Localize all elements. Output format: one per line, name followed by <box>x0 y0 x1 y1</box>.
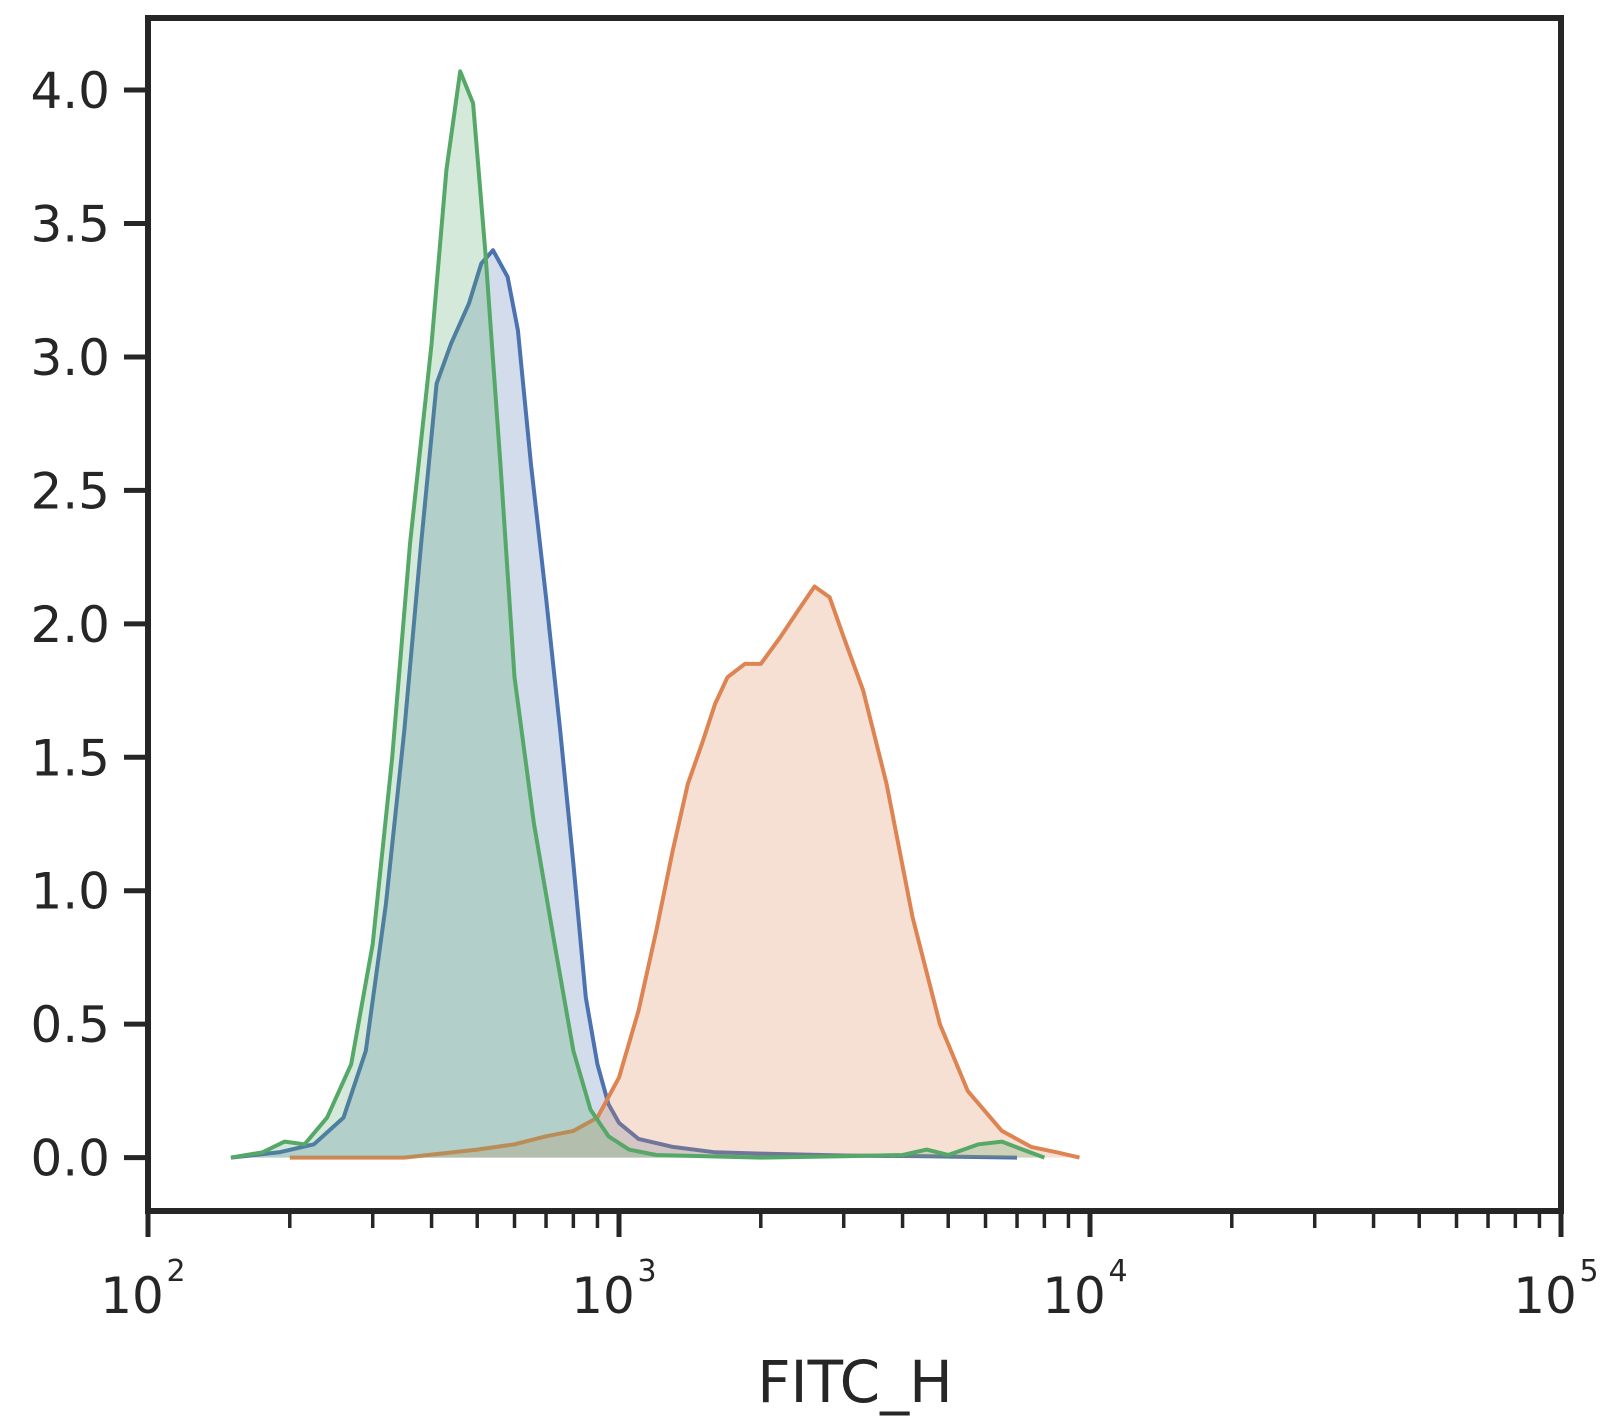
x-axis: 10 2 10 3 10 4 10 5 <box>100 1211 1599 1325</box>
y-tick-label: 2.0 <box>30 596 110 654</box>
plot-frame <box>145 15 1564 1214</box>
y-tick-label: 3.5 <box>30 196 110 254</box>
series-3-area <box>230 71 1045 1158</box>
x-tick-label: 10 <box>100 1267 164 1325</box>
y-tick-label: 3.0 <box>30 329 110 387</box>
x-tick-label: 10 <box>1042 1267 1106 1325</box>
series-2-line <box>289 584 1080 1160</box>
y-tick-label: 0.0 <box>30 1130 110 1188</box>
x-axis-title: FITC_H <box>757 1348 953 1416</box>
x-tick-exponent: 5 <box>1579 1254 1598 1289</box>
y-tick-label: 1.0 <box>30 863 110 921</box>
y-tick-label: 2.5 <box>30 462 110 520</box>
series-3-line <box>230 69 1046 1160</box>
y-tick-label: 4.0 <box>30 62 110 120</box>
y-tick-label: 0.5 <box>30 996 110 1054</box>
series-layer <box>230 69 1080 1160</box>
series-1-line <box>230 248 1018 1160</box>
x-tick-exponent: 3 <box>637 1254 656 1289</box>
x-tick-exponent: 4 <box>1108 1254 1127 1289</box>
y-tick-label: 1.5 <box>30 729 110 787</box>
x-tick-exponent: 2 <box>166 1254 185 1289</box>
series-2-area <box>289 586 1080 1158</box>
series-1-area <box>230 250 1017 1158</box>
x-tick-label: 10 <box>1513 1267 1577 1325</box>
x-tick-label: 10 <box>571 1267 635 1325</box>
y-axis: 0.0 0.5 1.0 1.5 2.0 2.5 3.0 3.5 4.0 <box>30 62 148 1188</box>
